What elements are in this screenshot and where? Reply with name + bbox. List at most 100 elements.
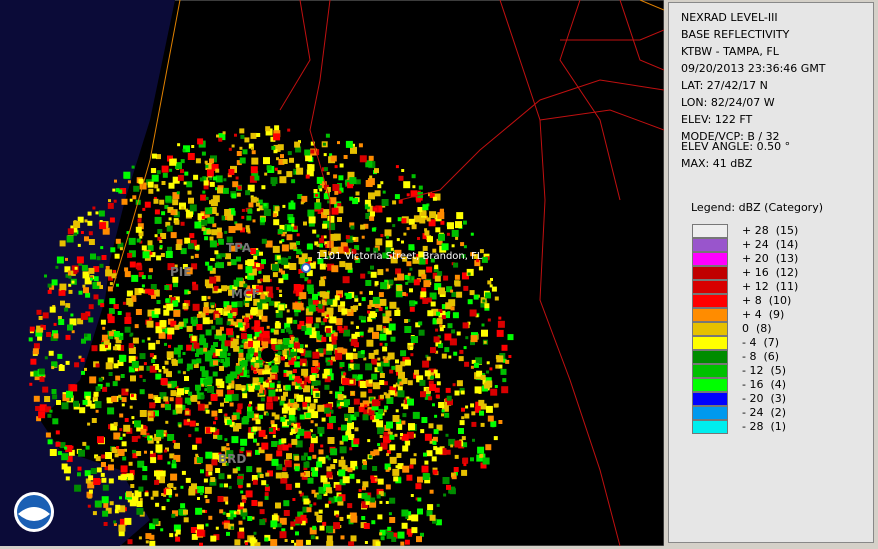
echo [307,456,312,461]
echo [172,276,179,283]
echo [167,461,171,465]
echo [370,451,376,457]
echo [398,199,403,204]
echo [383,409,387,413]
echo [124,317,132,324]
echo [215,313,220,318]
echo [56,256,64,264]
echo [65,476,70,481]
echo [135,226,142,233]
address-label: 1101 Victoria Street, Brandon, FL [316,251,483,262]
echo [207,265,213,271]
echo [334,510,340,516]
echo [288,357,296,365]
echo [301,455,307,461]
echo [358,406,365,413]
echo [136,507,144,515]
echo [319,525,325,531]
echo [97,299,104,306]
echo [309,504,313,507]
echo [213,433,218,439]
echo [433,446,438,451]
echo [395,465,399,469]
echo [182,148,186,152]
echo [376,362,381,367]
echo [337,398,342,403]
echo [483,340,487,344]
echo [389,456,397,464]
echo [84,333,88,337]
echo [247,259,255,267]
echo [336,206,344,214]
echo [242,149,248,155]
echo [358,315,363,320]
echo [400,541,405,546]
echo [323,153,327,157]
echo [335,318,343,326]
echo [300,381,304,385]
echo [235,176,239,180]
echo [377,366,383,372]
echo [349,177,357,185]
echo [373,207,377,211]
echo [371,403,379,411]
echo [201,370,209,378]
echo [113,432,121,440]
echo [371,227,376,232]
echo [97,436,104,444]
echo [248,202,254,208]
echo [213,342,218,347]
echo [194,244,200,250]
echo [202,190,206,194]
echo [277,380,281,384]
echo [285,384,291,390]
echo [384,229,392,237]
echo [224,438,228,442]
echo [450,289,454,293]
echo [241,215,245,219]
echo [326,411,331,417]
echo [296,167,304,175]
echo [288,357,291,361]
echo [312,229,317,234]
echo [63,466,71,474]
echo [241,388,245,392]
echo [138,231,144,237]
echo [384,405,389,410]
echo [214,250,219,255]
echo [261,315,268,322]
echo [496,329,504,337]
echo [166,225,173,232]
echo [197,213,205,221]
echo [68,289,73,294]
echo [191,145,195,148]
echo [147,437,154,444]
echo [326,298,333,305]
echo [313,398,318,403]
echo [337,325,343,331]
echo [321,311,327,317]
echo [253,531,257,535]
echo [401,240,404,244]
echo [118,530,125,537]
echo [159,320,167,328]
echo [392,468,400,476]
echo [372,331,379,339]
echo [421,417,428,423]
echo [297,194,303,199]
echo [187,418,191,422]
echo [306,507,312,513]
echo [262,336,270,344]
echo [175,162,182,170]
echo [205,471,211,477]
echo [401,433,409,441]
echo [470,252,475,257]
echo [122,433,126,437]
echo [149,353,154,358]
echo [438,402,445,408]
echo [308,220,315,227]
echo [119,354,127,362]
echo [184,397,191,404]
echo [148,289,155,296]
echo [120,188,127,194]
